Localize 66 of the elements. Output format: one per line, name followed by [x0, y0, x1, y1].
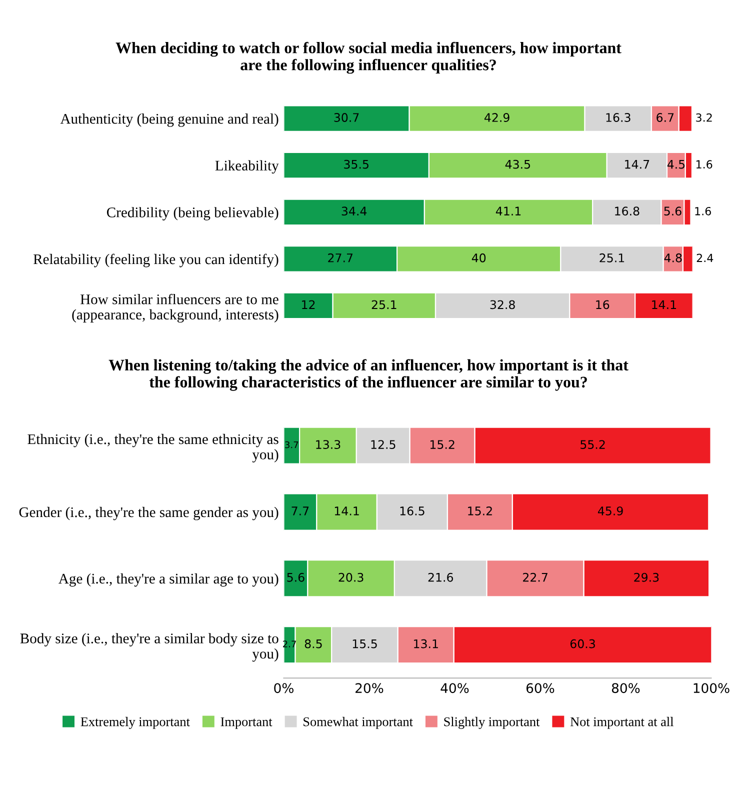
- data-label: 15.2: [430, 440, 454, 449]
- y-tick-label: Age (i.e., they're a similar age to you): [58, 573, 278, 587]
- data-label: 32.8: [490, 300, 515, 310]
- data-label: 15.5: [352, 639, 377, 648]
- y-tick-label: Relatability (feeling like you can identify): [33, 254, 278, 268]
- data-label: 4.5: [667, 160, 685, 169]
- y-tick-label: Likeability: [215, 160, 279, 174]
- data-label: 6.7: [656, 113, 674, 122]
- y-tick-label: How similar influencers are to me (appearance, background, interests): [72, 294, 278, 323]
- data-label: 14.1: [334, 506, 359, 516]
- data-label: 2.4: [696, 254, 714, 262]
- data-label: 14.1: [652, 300, 676, 309]
- data-label: 29.3: [634, 572, 659, 582]
- y-tick-label: Authenticity (being genuine and real): [60, 113, 278, 127]
- legend-label: Slightly important: [444, 716, 540, 729]
- data-label: 5.6: [664, 206, 682, 216]
- data-label: 1.6: [696, 160, 712, 169]
- data-label: 4.8: [664, 253, 682, 262]
- y-tick-label: Ethnicity (i.e., they're the same ethnicity as you): [28, 434, 278, 462]
- data-label: 20.3: [338, 572, 364, 582]
- data-label: 43.5: [505, 160, 530, 169]
- data-label: 13.3: [316, 440, 340, 449]
- data-label: 12.5: [371, 440, 396, 449]
- data-label: 34.4: [342, 206, 367, 216]
- legend-label: Not important at all: [570, 716, 674, 729]
- x-tick-label: 60%: [526, 683, 554, 694]
- y-tick-label: Credibility (being believable): [106, 207, 278, 220]
- chart-title: When deciding to watch or follow social media influencers, how important are the following influencer qualities?: [116, 42, 622, 74]
- legend-label: Important: [220, 717, 272, 729]
- chart-title: When listening to/taking the advice of an influencer, how important is it that the following characteristics of the influencer are similar to you?: [108, 359, 628, 391]
- legend-label: Extremely important: [80, 716, 190, 729]
- data-label: 22.7: [523, 572, 548, 582]
- data-label: 5.6: [287, 572, 304, 582]
- data-label: 3.7: [285, 441, 298, 448]
- data-label: 42.9: [484, 113, 510, 122]
- data-label: 13.1: [414, 639, 438, 648]
- data-label: 3.2: [696, 113, 712, 122]
- data-label: 8.5: [304, 639, 322, 648]
- x-tick-label: 0%: [274, 683, 294, 694]
- data-label: 55.2: [580, 440, 605, 449]
- data-label: 16.8: [615, 206, 640, 216]
- data-label: 25.1: [600, 253, 624, 262]
- data-label: 40: [472, 253, 486, 262]
- data-label: 16: [596, 300, 610, 310]
- data-label: 25.1: [372, 300, 396, 310]
- data-label: 12: [302, 300, 315, 309]
- data-label: 16.5: [400, 506, 424, 516]
- y-tick-label: Body size (i.e., they're a similar body size to you): [20, 633, 278, 662]
- legend-label: Somewhat important: [304, 716, 413, 729]
- data-label: 7.7: [292, 506, 309, 516]
- data-label: 30.7: [334, 113, 359, 122]
- data-label: 45.9: [598, 506, 623, 516]
- data-label: 27.7: [328, 253, 353, 262]
- data-label: 41.1: [496, 206, 521, 216]
- data-label: 1.6: [695, 206, 711, 216]
- data-label: 16.3: [606, 113, 630, 122]
- x-tick-label: 40%: [440, 683, 469, 694]
- data-label: 21.6: [428, 572, 454, 582]
- data-label: 35.5: [344, 160, 368, 169]
- data-label: 14.7: [625, 160, 650, 169]
- x-tick-label: 100%: [694, 683, 730, 694]
- data-label: 15.2: [468, 506, 492, 516]
- x-tick-label: 20%: [356, 683, 384, 694]
- data-label: 60.3: [570, 639, 595, 648]
- x-tick-label: 80%: [612, 683, 640, 694]
- y-tick-label: Gender (i.e., they're the same gender as you): [19, 506, 278, 520]
